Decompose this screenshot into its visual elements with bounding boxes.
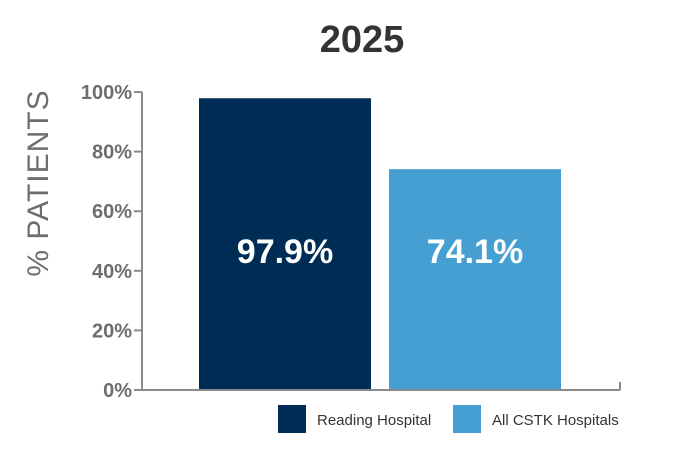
bar-value-label: 97.9% xyxy=(237,233,333,271)
axes-group xyxy=(141,92,621,391)
y-tick-label: 0% xyxy=(103,380,132,402)
y-axis-label: % PATIENTS xyxy=(22,89,55,276)
y-axis-ticks: 0% 20% 40% 60% 80% 100% xyxy=(81,82,142,402)
legend: Reading Hospital All CSTK Hospitals xyxy=(278,405,619,433)
y-tick-label: 100% xyxy=(81,82,132,104)
bar-value-label: 74.1% xyxy=(427,233,523,271)
legend-swatch xyxy=(278,405,306,433)
bar-reading-hospital xyxy=(199,98,371,391)
y-tick-label: 20% xyxy=(92,320,132,342)
legend-label: All CSTK Hospitals xyxy=(492,412,619,429)
y-tick-label: 40% xyxy=(92,261,132,283)
y-tick-label: 80% xyxy=(92,142,132,164)
bar-all-cstk-hospitals xyxy=(389,169,561,390)
legend-label: Reading Hospital xyxy=(317,412,431,429)
legend-swatch xyxy=(453,405,481,433)
chart-title: 2025 xyxy=(320,19,405,61)
bars-group: 97.9% 74.1% xyxy=(199,98,561,391)
y-tick-label: 60% xyxy=(92,201,132,223)
